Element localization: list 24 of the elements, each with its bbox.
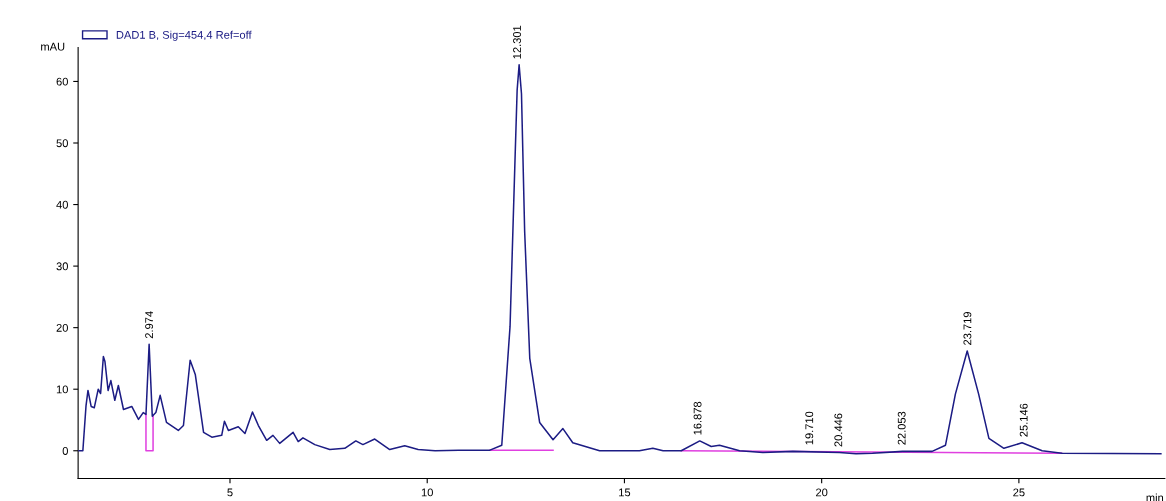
y-tick-label: 40 xyxy=(56,200,68,209)
x-tick-label: 10 xyxy=(421,488,433,497)
annotation: 20.446 xyxy=(834,413,843,447)
annotation: 19.710 xyxy=(805,411,814,445)
x-tick-label: 5 xyxy=(227,488,233,497)
legend-label: DAD1 B, Sig=454,4 Ref=off xyxy=(116,30,252,41)
y-tick-label: 50 xyxy=(56,139,68,148)
annotation: 16.878 xyxy=(693,401,702,435)
x-axis-title: min xyxy=(1146,493,1164,501)
y-axis-title: mAU xyxy=(41,42,65,51)
x-tick-label: 25 xyxy=(1013,488,1025,497)
y-tick-label: 30 xyxy=(56,262,68,271)
x-tick-label: 15 xyxy=(619,488,631,497)
line-series xyxy=(78,64,1162,455)
annotation: 22.053 xyxy=(897,411,906,445)
y-tick-label: 20 xyxy=(56,323,68,332)
x-tick-label: 20 xyxy=(816,488,828,497)
annotation: 23.719 xyxy=(963,312,972,345)
annotation: 25.146 xyxy=(1019,403,1028,437)
y-tick-label: 0 xyxy=(62,447,68,455)
annotation: 12.301 xyxy=(513,25,521,59)
y-tick-label: 10 xyxy=(56,385,68,394)
y-tick-label: 60 xyxy=(56,77,68,86)
annotation: 2.974 xyxy=(145,311,154,339)
